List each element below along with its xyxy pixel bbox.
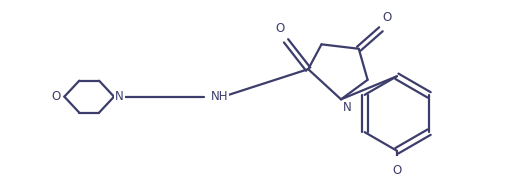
Text: N: N (342, 101, 351, 114)
Text: O: O (51, 90, 61, 103)
Text: O: O (391, 164, 401, 176)
Text: N: N (115, 90, 123, 103)
Text: O: O (274, 22, 284, 34)
Text: O: O (382, 11, 391, 24)
Text: NH: NH (210, 90, 228, 103)
